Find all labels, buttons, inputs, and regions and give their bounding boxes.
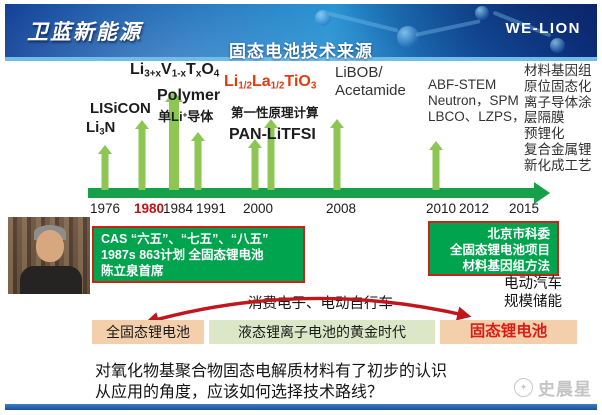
year-label: 2015 [508,201,540,216]
up-arrow-icon [330,119,344,190]
brand-wordmark: WE-LION [505,20,581,37]
up-arrow-icon [165,91,183,190]
watermark: ✦ 史晨星 [514,375,592,400]
list-item: 材料基因组 [524,63,592,78]
slide-title: 固态电池技术来源 [229,42,373,61]
tech-label-li3n: Li3N [86,119,116,137]
banner: 卫蓝新能源 固态电池技术来源 WE-LION [5,4,597,61]
list-item: 新化成工艺 [524,157,592,173]
timeline-axis-arrowhead-icon [534,182,550,204]
application-ev-storage-label: 电动汽车 规模储能 [504,276,562,310]
year-label-highlighted: 1980 [133,201,165,216]
tech-label-libob-acetamide: LiBOB/ Acetamide [335,64,406,99]
up-arrow-icon [135,120,149,190]
year-label: 1991 [195,201,227,216]
company-logo: 卫蓝新能源 [27,19,142,44]
tech-label-polymer: Polymer [157,87,221,104]
band-solid-state: 固态锂电池 [440,320,577,344]
watermark-logo-icon: ✦ [514,378,533,397]
list-item: 预锂化 [524,126,565,142]
up-arrow-icon [264,119,278,190]
molecule-decoration [315,10,331,26]
molecule-bond-decoration [415,19,481,37]
summary-question: 对氧化物基聚合物固态电解质材料有了初步的认识 从应用的角度，应该如何选择技术路线… [95,363,448,401]
molecule-bond-decoration [327,11,399,33]
year-label: 1976 [89,201,121,216]
portrait-face [36,230,64,262]
up-arrow-icon [429,141,443,190]
tech-label-pan-litfsi: PAN-LiTFSI [229,126,316,143]
tech-label-livtxo4: Li3+xV1-xTxO4 [130,61,220,80]
up-arrow-icon [248,139,262,190]
tech-label-lisicon: LISiCON [90,100,151,117]
cas-program-box: CAS “六五”、“七五”、“八五” 1987s 863计划 全固态锂电池 陈立… [92,226,305,283]
band-liquid-golden-age: 液态锂离子电池的黄金时代 [209,320,435,344]
bottom-divider [5,404,597,410]
molecule-decoration [550,38,565,53]
list-item: 层隔膜 [524,110,565,126]
portrait-torso [20,266,82,294]
year-label: 2000 [242,201,274,216]
band-all-solid-state: 全固态锂电池 [92,320,204,344]
list-item: 离子导体涂 [524,94,592,110]
year-label: 1984 [162,201,194,216]
list-item: 原位固态化 [524,78,592,94]
era-transition-arrow [144,296,472,326]
list-item: 复合金属锂 [524,141,592,157]
year-label: 2008 [325,201,357,216]
tech-label-single-li-conductor: 单Li+导体 [158,109,214,124]
beijing-program-box: 北京市科委 全固态锂电池项目 材料基因组方法 [428,221,559,276]
tech-label-llto: Li1/2La1/2TiO3 [224,73,317,92]
tech-label-characterization: ABF-STEM Neutron，SPM LBCO、LZPS，.. [428,77,534,124]
process-technology-list: 材料基因组 原位固态化 离子导体涂 层隔膜 预锂化 复合金属锂 新化成工艺 [524,63,592,174]
watermark-text: 史晨星 [538,380,592,399]
photo-chen-liquan [8,217,90,294]
timeline-axis [88,188,534,198]
up-arrow-icon [191,132,205,190]
up-arrow-icon [98,145,112,190]
tech-label-first-principles: 第一性原理计算 [231,106,319,120]
molecule-decoration [475,6,489,20]
year-label: 2012 [458,201,490,216]
molecule-decoration [397,26,419,48]
year-label: 2010 [425,201,457,216]
